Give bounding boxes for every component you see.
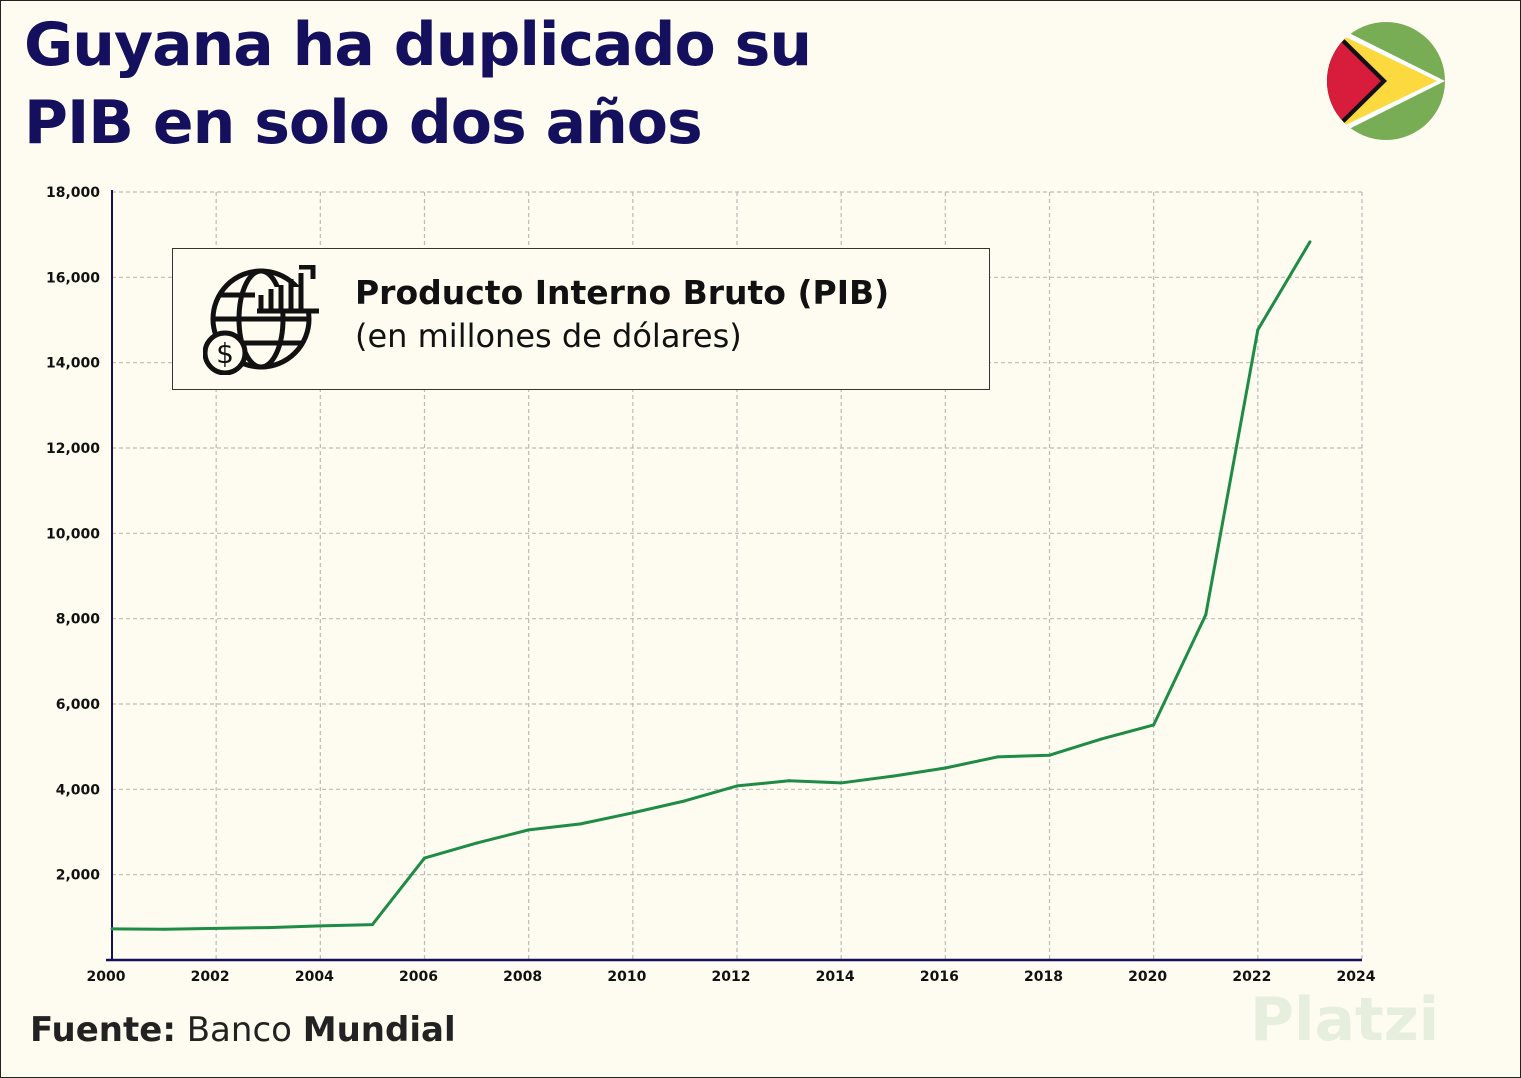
x-tick-label: 2016 [920, 969, 959, 985]
data-point [1308, 240, 1312, 244]
data-point [787, 779, 791, 783]
x-tick-label: 2002 [191, 969, 230, 985]
x-tick-label: 2022 [1232, 969, 1271, 985]
x-tick-label: 2008 [503, 969, 542, 985]
data-point [735, 784, 739, 788]
data-point [214, 926, 218, 930]
source-name-1: Banco [186, 1010, 292, 1050]
legend-box: $ Producto Interno Bruto (PIB) (en millo… [172, 248, 990, 390]
gdp-series-line [111, 241, 1312, 931]
svg-text:$: $ [216, 337, 234, 370]
guyana-flag-icon [1327, 22, 1445, 140]
legend-subtitle: (en millones de dólares) [355, 317, 742, 355]
x-tick-label: 2000 [87, 969, 126, 985]
data-point [318, 924, 322, 928]
x-tick-label: 2012 [712, 969, 751, 985]
y-tick-label: 8,000 [56, 612, 101, 628]
data-point [995, 755, 999, 759]
data-point [527, 828, 531, 832]
data-point [162, 927, 166, 931]
x-tick-label: 2024 [1337, 969, 1376, 985]
title-line-1: Guyana ha duplicado su [24, 10, 812, 80]
legend-title: Producto Interno Bruto (PIB) [355, 273, 890, 312]
data-point [1152, 723, 1156, 727]
data-point [423, 856, 426, 860]
y-tick-label: 10,000 [46, 526, 100, 542]
data-point [839, 781, 843, 785]
data-point [1204, 613, 1208, 617]
y-tick-label: 14,000 [46, 356, 100, 372]
data-point [475, 841, 479, 845]
x-tick-label: 2020 [1128, 969, 1167, 985]
data-point [579, 822, 583, 826]
data-point [631, 811, 635, 815]
data-point [110, 927, 114, 931]
y-tick-label: 18,000 [46, 185, 100, 201]
x-tick-label: 2010 [607, 969, 646, 985]
data-point [891, 774, 895, 778]
y-tick-label: 6,000 [56, 697, 101, 713]
platzi-watermark: Platzi [1250, 985, 1440, 1055]
data-point [370, 923, 374, 927]
y-tick-label: 16,000 [46, 270, 100, 286]
y-tick-label: 12,000 [46, 441, 100, 457]
x-tick-label: 2014 [816, 969, 855, 985]
source-label: Fuente: [30, 1010, 176, 1050]
data-point [1256, 328, 1260, 332]
data-point [943, 766, 947, 770]
globe-dollar-growth-icon: $ [203, 265, 319, 375]
y-tick-label: 4,000 [56, 782, 101, 798]
data-point [1100, 737, 1104, 741]
title-line-2: PIB en solo dos años [24, 88, 703, 158]
data-point [1048, 753, 1051, 757]
data-point [266, 926, 270, 930]
chart-title: Guyana ha duplicado su PIB en solo dos a… [24, 6, 812, 162]
source-name-2: Mundial [302, 1010, 456, 1050]
source-note: Fuente: Banco Mundial [30, 1010, 456, 1050]
x-tick-label: 2018 [1024, 969, 1063, 985]
data-point [683, 799, 687, 803]
x-tick-label: 2006 [399, 969, 438, 985]
y-tick-label: 2,000 [56, 868, 101, 884]
x-tick-label: 2004 [295, 969, 334, 985]
